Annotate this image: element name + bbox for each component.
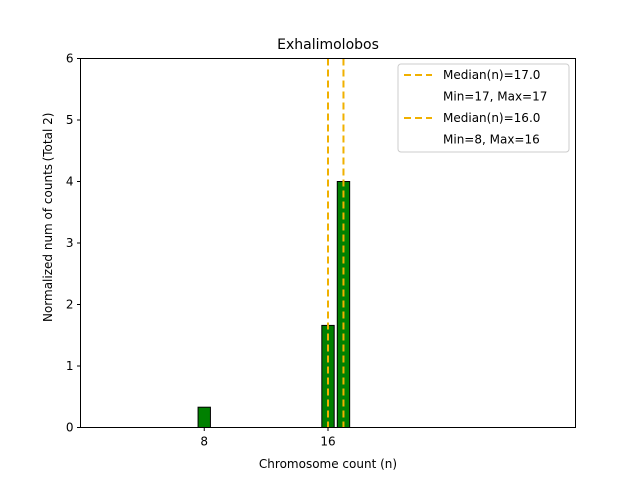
y-tick-label: 0 [66, 421, 74, 435]
y-tick-label: 5 [66, 113, 74, 127]
legend-label-range-1: Min=17, Max=17 [443, 90, 547, 104]
axes: 0 1 2 3 4 5 6 8 16 [66, 52, 336, 449]
x-tick-label: 16 [320, 435, 335, 449]
legend-label-median-1: Median(n)=17.0 [443, 68, 540, 82]
x-axis-label: Chromosome count (n) [259, 457, 397, 471]
y-tick-label: 1 [66, 359, 74, 373]
plot-area [111, 58, 398, 428]
y-tick-label: 6 [66, 52, 74, 66]
legend-label-range-2: Min=8, Max=16 [443, 133, 540, 147]
legend-label-median-2: Median(n)=16.0 [443, 111, 540, 125]
y-tick-label: 4 [66, 175, 74, 189]
y-tick-label: 3 [66, 236, 74, 250]
y-axis-label: Normalized num of counts [41, 164, 55, 322]
x-tick-label: 8 [200, 435, 208, 449]
legend: Median(n)=17.0 Min=17, Max=17 Median(n)=16… [397, 63, 570, 153]
bar-8 [197, 406, 211, 428]
y-tick-label: 2 [66, 298, 74, 312]
legend-box [397, 63, 570, 153]
chart-title: Exhalimolobos [277, 37, 379, 53]
y-axis-total-note: (Total 2) [41, 113, 55, 162]
